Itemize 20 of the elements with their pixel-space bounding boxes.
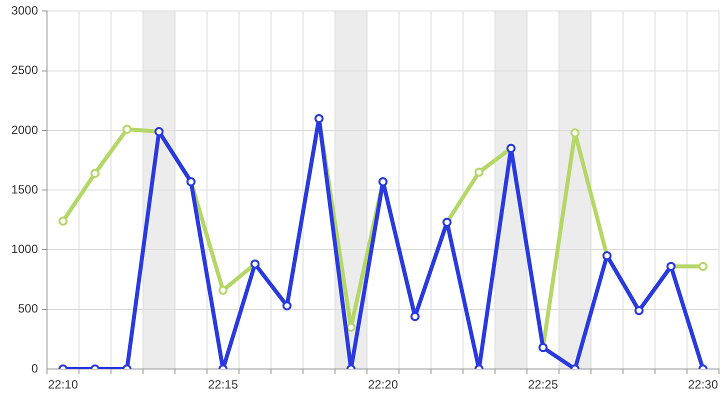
point bbox=[698, 262, 708, 272]
y-tick-label: 2000 bbox=[11, 122, 38, 137]
point bbox=[346, 322, 356, 332]
point bbox=[90, 168, 100, 178]
point bbox=[58, 216, 68, 226]
y-tick-label: 2500 bbox=[11, 63, 38, 78]
x-tick-label: 22:15 bbox=[208, 378, 238, 392]
point bbox=[218, 286, 228, 295]
y-tick-label: 500 bbox=[18, 302, 38, 316]
x-tick-label: 22:10 bbox=[48, 378, 78, 392]
x-tick-label: 22:25 bbox=[528, 378, 558, 392]
y-tick-label: 3000 bbox=[11, 4, 38, 18]
x-tick-label: 22:30 bbox=[688, 378, 718, 392]
point bbox=[570, 128, 580, 138]
x-tick-label: 22:20 bbox=[368, 378, 398, 392]
y-tick-label: 0 bbox=[31, 361, 38, 376]
point bbox=[122, 124, 132, 134]
y-tick-label: 1500 bbox=[11, 182, 38, 196]
point bbox=[474, 168, 484, 177]
y-tick-label: 1000 bbox=[11, 242, 38, 256]
